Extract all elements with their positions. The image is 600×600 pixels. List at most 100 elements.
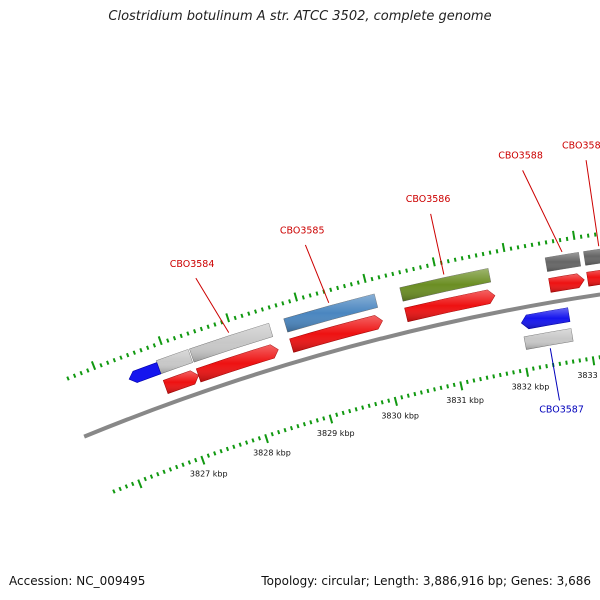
tick-mark [472, 378, 476, 383]
tick-mark [578, 358, 582, 363]
tick-mark [485, 375, 489, 380]
tick-mark [213, 322, 217, 327]
tick-mark [419, 390, 423, 395]
gene-CBO3584[interactable] [189, 322, 279, 383]
tick-mark [274, 303, 278, 308]
tick-mark [118, 486, 122, 492]
tick-mark [509, 246, 513, 251]
tick-mark [431, 257, 436, 267]
tick-mark [302, 422, 306, 427]
gene-label[interactable]: CBO3585 [280, 225, 325, 236]
tick-mark [301, 295, 305, 300]
tick-mark [405, 268, 409, 273]
tick-mark [200, 455, 206, 465]
tick-mark [166, 338, 170, 343]
tick-mark [132, 350, 136, 355]
tick-mark [412, 266, 415, 272]
tick-mark [586, 233, 590, 238]
kbp-label: 3831 kbp [446, 396, 484, 405]
gene-label[interactable]: CBO3586 [406, 194, 451, 205]
tick-mark [348, 408, 352, 414]
tick-mark [293, 292, 298, 302]
tick-mark [354, 407, 358, 412]
gene-CBO3589[interactable] [583, 247, 600, 287]
tick-mark [572, 230, 576, 240]
tick-mark [537, 241, 541, 246]
tick-mark [413, 391, 417, 397]
tick-mark [335, 412, 339, 417]
tick-mark [260, 307, 264, 312]
tick-mark [571, 359, 575, 364]
gene-band-shade [583, 249, 600, 266]
cds-shade [586, 270, 600, 287]
gene-CBO3587[interactable] [520, 307, 574, 350]
gene-label[interactable]: CBO3584 [170, 259, 215, 270]
tick-mark [264, 434, 269, 444]
tick-mark [565, 236, 569, 242]
tick-mark [143, 476, 147, 482]
gene-label[interactable]: CBO3588 [498, 151, 543, 162]
tick-mark [66, 376, 70, 381]
cds-shade [163, 370, 199, 394]
tick-mark [119, 355, 123, 360]
gene-CBO3586[interactable] [399, 268, 496, 323]
gene-feature[interactable] [128, 362, 162, 383]
tick-mark [247, 311, 251, 316]
tick-mark [406, 393, 410, 398]
tick-mark [419, 265, 422, 270]
tick-mark [384, 273, 388, 278]
tick-mark [505, 371, 509, 376]
tick-mark [400, 395, 404, 400]
tick-mark [86, 368, 90, 373]
tick-mark [267, 305, 271, 310]
leader-line [430, 213, 445, 275]
tick-mark [131, 481, 135, 487]
gene-feature[interactable] [155, 349, 199, 394]
tick-mark [398, 270, 402, 275]
tick-mark [219, 448, 223, 454]
tick-mark [551, 239, 555, 244]
tick-mark [341, 410, 345, 416]
gene-CBO3588[interactable] [544, 252, 585, 293]
leader-line [522, 170, 563, 253]
tick-mark [558, 237, 562, 243]
tick-mark [213, 451, 217, 456]
tick-mark [349, 282, 353, 287]
gene-CBO3585[interactable] [283, 293, 383, 353]
tick-mark [446, 259, 450, 264]
cds-shade [289, 315, 383, 353]
tick-mark [393, 396, 398, 407]
tick-mark [315, 291, 319, 296]
tick-mark [146, 345, 150, 350]
tick-mark [492, 374, 496, 379]
tick-mark [162, 469, 166, 475]
tick-mark [112, 489, 116, 494]
tick-mark [139, 347, 143, 353]
tick-mark [233, 315, 237, 321]
tick-mark [308, 293, 312, 298]
tick-mark [512, 370, 515, 375]
tick-mark [474, 253, 478, 258]
tick-mark [426, 388, 430, 394]
tick-mark [175, 464, 179, 470]
tick-mark [238, 442, 242, 447]
tick-mark [193, 329, 197, 334]
kbp-label: 3828 kbp [253, 448, 291, 457]
kbp-label: 3829 kbp [317, 429, 355, 438]
tick-mark [585, 357, 588, 362]
tick-mark [591, 356, 596, 366]
tick-mark [152, 343, 156, 348]
leader-line [549, 348, 560, 401]
tick-mark [370, 276, 374, 282]
gene-label[interactable]: CBO3589 [562, 140, 600, 151]
tick-mark [240, 313, 244, 319]
tick-mark [336, 285, 340, 291]
tick-mark [72, 373, 77, 378]
tick-mark [90, 360, 97, 371]
tick-mark [523, 243, 527, 249]
gene-label[interactable]: CBO3587 [539, 404, 584, 415]
tick-mark [99, 363, 103, 368]
gene-band-shade [156, 349, 193, 374]
cds-arrow [128, 362, 162, 383]
tick-mark [453, 257, 457, 262]
